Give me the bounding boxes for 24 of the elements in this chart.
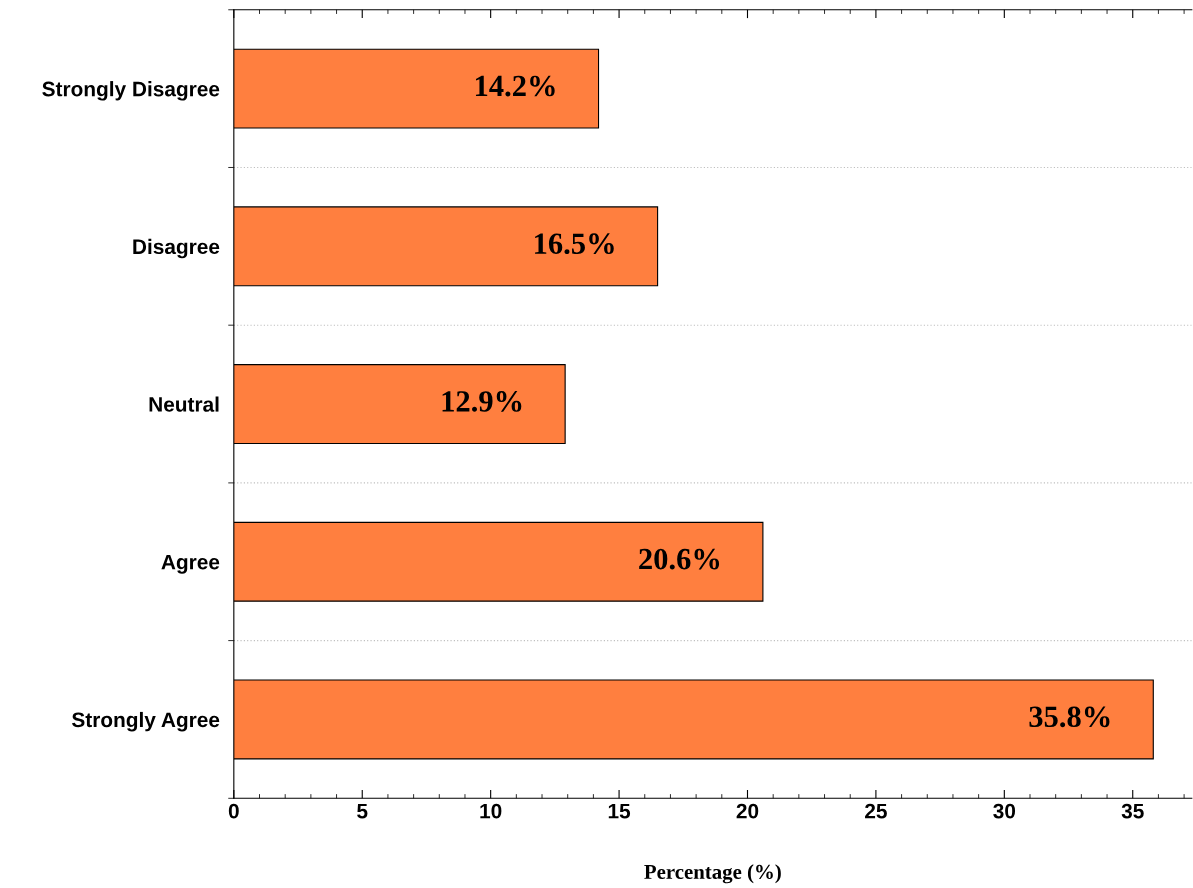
x-tick-label: 20: [736, 803, 759, 819]
data-label: 20.6%: [639, 548, 720, 570]
y-tick-label: Strongly Disagree: [42, 81, 220, 101]
y-tick-label: Disagree: [133, 238, 220, 259]
bar: [233, 206, 659, 287]
data-label: 16.5%: [535, 233, 614, 255]
bar: [233, 521, 764, 602]
x-axis-title: Percentage (%): [644, 864, 781, 884]
bar: [233, 679, 1154, 760]
data-label: 35.8%: [1029, 706, 1110, 728]
bar: [233, 364, 566, 445]
y-tick-label: Agree: [161, 554, 220, 574]
data-label: 12.9%: [442, 391, 522, 412]
x-tick-label: 10: [480, 803, 502, 819]
bar: [233, 48, 600, 129]
x-tick-label: 0: [228, 803, 239, 819]
y-tick-label: Strongly Agree: [71, 711, 220, 732]
x-tick-label: 25: [865, 803, 887, 819]
data-label: 14.2%: [475, 75, 555, 97]
y-tick-label: Neutral: [149, 396, 219, 412]
x-tick-label: 30: [993, 803, 1016, 819]
x-tick-label: 15: [608, 803, 631, 819]
x-tick-label: 5: [357, 803, 368, 819]
x-tick-label: 35: [1121, 803, 1144, 819]
